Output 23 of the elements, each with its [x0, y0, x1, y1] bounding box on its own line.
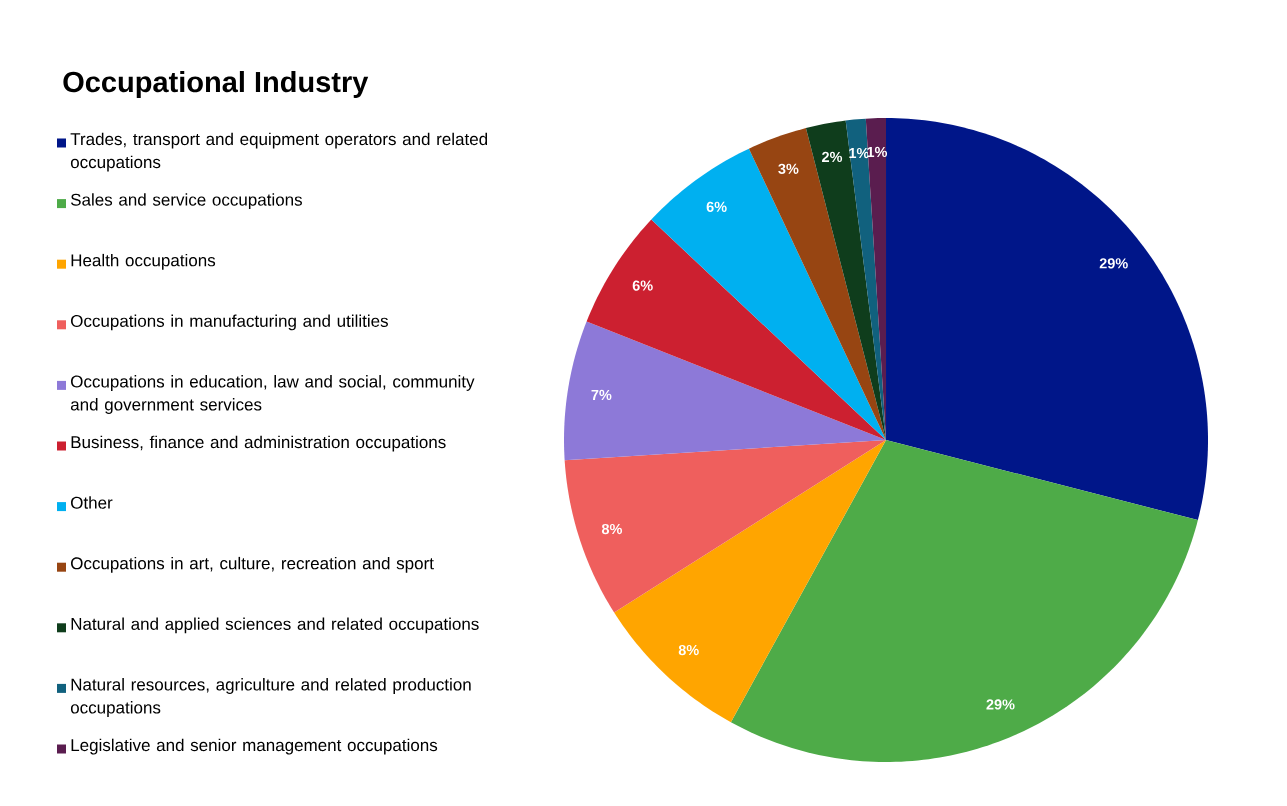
data-label: 8% [601, 523, 623, 535]
legend-label: Occupations in education, law and social, community and government services [70, 375, 475, 414]
data-label: 6% [706, 201, 727, 212]
data-label: 3% [778, 163, 799, 174]
data-label: 1% [867, 146, 888, 158]
legend-label: Natural resources, agriculture and related production occupations [70, 678, 471, 717]
data-label: 29% [1099, 258, 1128, 269]
legend-label: Business, finance and administration occupations [71, 435, 446, 452]
data-label: 6% [632, 280, 653, 291]
chart-title: Occupational Industry [63, 70, 369, 99]
legend-label: Sales and service occupations [70, 193, 302, 210]
data-label: 2% [822, 151, 843, 163]
legend-label: Other [71, 496, 113, 509]
legend-label: Occupations in art, culture, recreation and sport [71, 556, 434, 573]
data-label: 7% [591, 389, 612, 401]
legend-label: Trades, transport and equipment operators and related occupations [70, 132, 488, 172]
legend-label: Health occupations [71, 253, 216, 270]
legend-label: Legislative and senior management occupations [71, 738, 438, 755]
data-label: 29% [986, 699, 1015, 710]
legend-label: Occupations in manufacturing and utilities [71, 314, 388, 331]
legend-label: Natural and applied sciences and related occupations [71, 617, 479, 634]
data-label: 8% [678, 644, 699, 656]
data-label: 1% [849, 147, 869, 159]
